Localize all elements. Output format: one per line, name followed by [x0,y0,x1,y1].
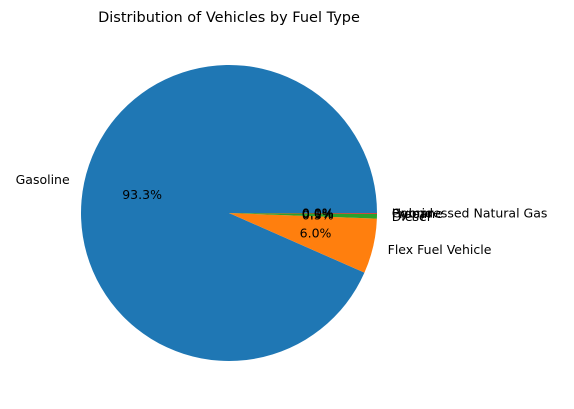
slice-label-compressed-natural-gas: Compressed Natural Gas [392,206,548,221]
pie-slice-flex-fuel-vehicle [229,213,377,273]
slice-label-gasoline: Gasoline [16,172,70,187]
slice-label-hybrid: Hybrid [392,206,433,221]
slice-percent-propane: 0.1% [302,206,334,221]
slice-percent-diesel: 0.5% [302,207,334,222]
slice-label-flex-fuel-vehicle: Flex Fuel Vehicle [388,242,492,257]
slice-percent-flex-fuel-vehicle: 6.0% [300,225,332,240]
slice-label-propane: Propane [392,206,443,221]
pie-slice-propane [229,213,377,214]
slice-percent-compressed-natural-gas: 0.0% [302,206,334,221]
pie-slices [81,65,378,362]
slice-label-diesel: Diesel [392,209,430,224]
slice-percent-gasoline: 93.3% [122,187,162,202]
pie-labels: Gasoline 93.3% Flex Fuel Vehicle 6.0% Diesel… [16,172,548,257]
chart-title: Distribution of Vehicles by Fuel Type [98,10,360,26]
pie-slice-diesel [229,213,377,219]
slice-percent-hybrid: 0.0% [302,206,334,221]
pie-slice-gasoline [81,65,378,362]
